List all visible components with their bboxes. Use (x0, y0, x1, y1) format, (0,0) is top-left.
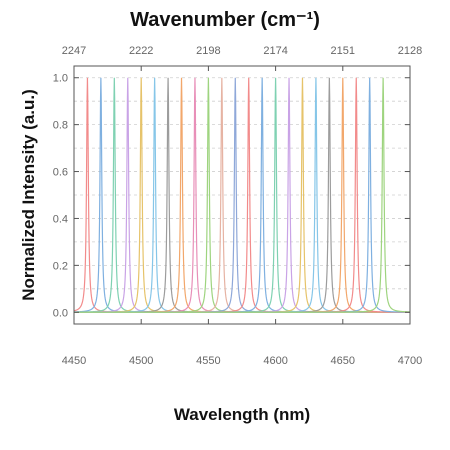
x2-tick-label: 2222 (129, 45, 153, 57)
plot-frame (73, 65, 411, 325)
spectral-peak-series (74, 77, 411, 313)
x2-tick-label: 2151 (331, 45, 355, 57)
y-axis-title: Normalized Intensity (a.u.) (19, 89, 38, 301)
tick-labels: 0.0 0.2 0.4 0.6 0.8 1.0 4450 4500 4550 4600 4650 47… (53, 45, 423, 367)
peaks (73, 77, 411, 313)
x2-tick-label: 2174 (263, 45, 287, 57)
y-tick-label: 0.0 (53, 307, 68, 319)
axis-ticks (73, 66, 411, 324)
x-axis-title: Wavelength (nm) (174, 405, 310, 424)
x2-tick-label: 2198 (196, 45, 220, 57)
x2-tick-label: 2247 (62, 45, 86, 57)
x-tick-label: 4500 (129, 355, 153, 367)
top-axis-title: Wavenumber (cm⁻¹) (130, 9, 320, 31)
x2-tick-label: 2128 (398, 45, 422, 57)
y-tick-label: 0.2 (53, 260, 68, 272)
y-tick-label: 1.0 (53, 73, 68, 85)
x-tick-label: 4650 (331, 355, 355, 367)
y-tick-label: 0.4 (53, 213, 68, 225)
x-tick-label: 4450 (62, 355, 86, 367)
y-tick-label: 0.8 (53, 120, 68, 132)
x-tick-label: 4550 (196, 355, 220, 367)
x-tick-label: 4700 (398, 355, 422, 367)
x-tick-label: 4600 (263, 355, 287, 367)
y-tick-label: 0.6 (53, 167, 68, 179)
